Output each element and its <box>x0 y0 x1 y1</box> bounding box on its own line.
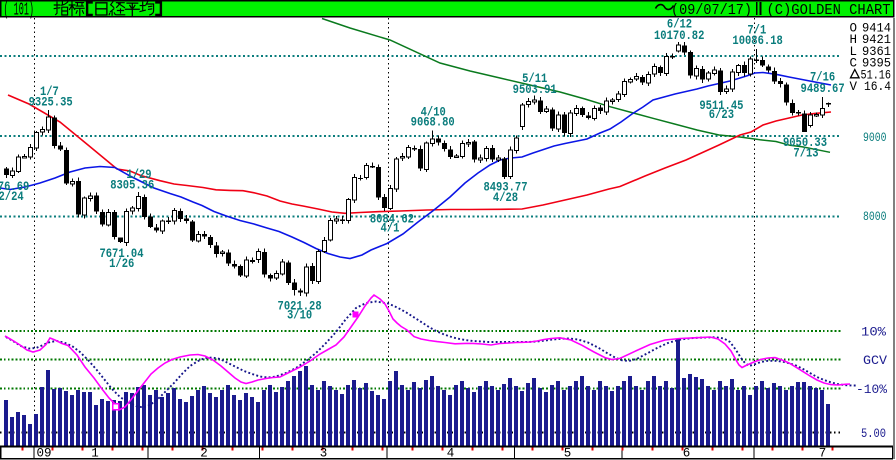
svg-text:376.69: 376.69 <box>0 180 29 194</box>
svg-text:09: 09 <box>37 447 52 460</box>
svg-text:9395: 9395 <box>862 57 891 71</box>
svg-text:5: 5 <box>564 447 572 460</box>
svg-text:1/26: 1/26 <box>109 257 134 271</box>
svg-text:9421: 9421 <box>862 33 891 47</box>
svg-text:C: C <box>850 57 858 71</box>
svg-text:1/29: 1/29 <box>126 168 151 182</box>
svg-text:10170.82: 10170.82 <box>654 29 704 43</box>
svg-text:7: 7 <box>819 447 827 460</box>
svg-text:2: 2 <box>200 447 208 460</box>
svg-text:9000: 9000 <box>863 131 887 145</box>
svg-text:5.00: 5.00 <box>861 427 886 441</box>
svg-text:10%: 10% <box>861 326 887 340</box>
svg-text:16.4: 16.4 <box>864 80 891 94</box>
svg-text:8493.77: 8493.77 <box>483 181 527 195</box>
svg-text:9361: 9361 <box>862 45 891 59</box>
svg-text:9414: 9414 <box>862 22 891 36</box>
svg-text:V: V <box>850 80 858 94</box>
svg-text:7/1: 7/1 <box>747 24 766 38</box>
svg-text:9489.67: 9489.67 <box>801 82 845 96</box>
svg-text:7021.28: 7021.28 <box>278 300 322 314</box>
svg-text:9050.33: 9050.33 <box>783 136 827 150</box>
svg-text:4: 4 <box>447 447 455 460</box>
svg-text:4/1: 4/1 <box>381 221 400 235</box>
svg-text:( 101): ( 101) <box>4 0 35 21</box>
svg-text:8084.62: 8084.62 <box>370 213 414 227</box>
svg-text:4/10: 4/10 <box>421 106 446 120</box>
svg-text:9511.45: 9511.45 <box>699 99 743 113</box>
svg-text:5/11: 5/11 <box>522 72 547 86</box>
svg-text:4/28: 4/28 <box>493 191 518 205</box>
svg-text:7/16: 7/16 <box>810 71 835 85</box>
svg-text:1/7: 1/7 <box>40 85 59 99</box>
svg-text:7/13: 7/13 <box>793 146 818 160</box>
svg-text:9068.80: 9068.80 <box>411 116 455 130</box>
svg-text:9503.91: 9503.91 <box>513 83 557 97</box>
svg-text:H: H <box>850 33 858 47</box>
svg-text:GCV: GCV <box>863 354 888 368</box>
svg-text:3/10: 3/10 <box>287 309 312 323</box>
svg-text:O: O <box>850 22 858 36</box>
svg-text:(09/07/17): (09/07/17) <box>671 2 752 19</box>
svg-text:-10%: -10% <box>856 383 888 397</box>
svg-text:8305.36: 8305.36 <box>110 178 154 192</box>
svg-text:L: L <box>850 45 858 59</box>
svg-text:3: 3 <box>320 447 328 460</box>
svg-text:1: 1 <box>91 447 99 460</box>
svg-text:2/24: 2/24 <box>0 190 24 204</box>
svg-text:51.16: 51.16 <box>861 68 892 82</box>
svg-text:10086.18: 10086.18 <box>732 34 782 48</box>
svg-text:6/23: 6/23 <box>709 108 734 122</box>
svg-text:9325.35: 9325.35 <box>29 96 73 110</box>
svg-text:8000: 8000 <box>863 210 887 224</box>
svg-text:6: 6 <box>683 447 691 460</box>
svg-text:(C)GOLDEN CHART: (C)GOLDEN CHART <box>767 2 891 19</box>
svg-text:7671.04: 7671.04 <box>99 247 144 261</box>
svg-text:6/12: 6/12 <box>667 18 692 32</box>
